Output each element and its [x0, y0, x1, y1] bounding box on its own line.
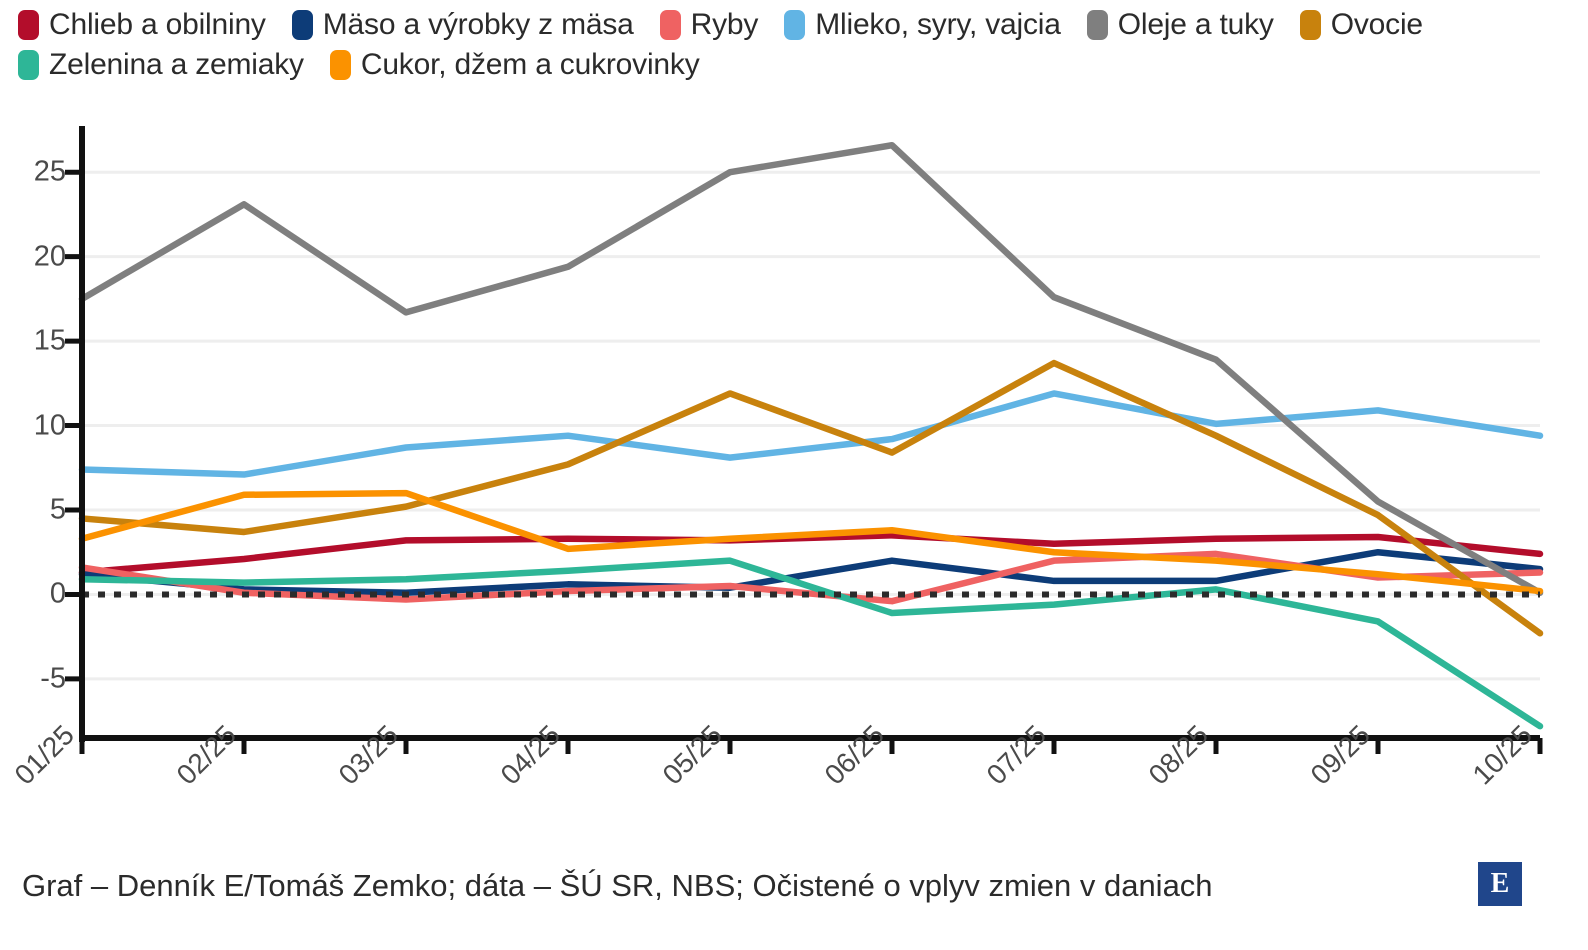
y-tick-label: 5 [49, 493, 66, 526]
x-tick-label: 08/25 [1142, 719, 1215, 791]
series-line-7[interactable] [78, 489, 1544, 595]
series-line-5[interactable] [78, 359, 1544, 637]
legend-swatch-icon [1299, 10, 1321, 40]
legend-item-7[interactable]: Cukor, džem a cukrovinky [329, 48, 700, 82]
x-tick-label: 06/25 [818, 719, 891, 791]
source-caption: Graf – Denník E/Tomáš Zemko; dáta – ŠÚ S… [22, 868, 1213, 903]
x-tick-label: 02/25 [170, 719, 243, 791]
legend-swatch-icon [659, 10, 681, 40]
legend-swatch-icon [329, 50, 351, 80]
legend-swatch-icon [1086, 10, 1108, 40]
y-tick-label: -5 [40, 662, 66, 695]
legend-swatch-icon [18, 50, 39, 80]
legend-item-label: Ryby [690, 8, 759, 41]
legend-item-1[interactable]: Mäso a výrobky z mäsa [291, 8, 634, 42]
x-tick-label: 09/25 [1304, 719, 1377, 791]
x-axis-labels: 01/25 02/25 03/25 04/25 05/25 06/25 07/25 08/25… [0, 108, 1588, 853]
publisher-logo: E [1478, 862, 1522, 906]
legend-item-label: Mlieko, syry, vajcia [815, 8, 1061, 41]
legend-swatch-icon [784, 10, 806, 40]
x-tick-label: 03/25 [332, 719, 405, 791]
x-tick-label: 07/25 [980, 719, 1053, 791]
legend-item-3[interactable]: Mlieko, syry, vajcia [784, 8, 1061, 42]
series-line-6[interactable] [78, 557, 1544, 730]
legend-item-6[interactable]: Zelenina a zemiaky [18, 48, 304, 82]
y-tick-label: 20 [33, 240, 66, 273]
legend-swatch-icon [18, 10, 39, 40]
x-tick-label: 05/25 [656, 719, 729, 791]
series-line-0[interactable] [78, 532, 1544, 576]
legend-item-label: Chlieb a obilniny [49, 8, 266, 41]
legend-item-0[interactable]: Chlieb a obilniny [18, 8, 266, 42]
y-axis-labels: -5 0 5 10 15 20 25 [0, 108, 70, 853]
x-tick-label: 04/25 [494, 719, 567, 791]
y-tick-label: 15 [33, 324, 66, 357]
series-line-4[interactable] [78, 141, 1544, 597]
series-line-3[interactable] [78, 390, 1544, 478]
y-tick-label: 25 [33, 155, 66, 188]
legend-item-5[interactable]: Ovocie [1299, 8, 1423, 42]
line-chart-svg: 0 [65, 126, 1544, 754]
legend-item-2[interactable]: Ryby [659, 8, 759, 42]
legend-item-label: Mäso a výrobky z mäsa [322, 8, 634, 41]
logo-letter: E [1490, 868, 1510, 899]
x-tick-label: 10/25 [1466, 719, 1539, 791]
legend-swatch-icon [291, 10, 313, 40]
chart-legend: Chlieb a obilniny Mäso a výrobky z mäsa Ry… [18, 8, 1570, 82]
legend-item-label: Ovocie [1330, 8, 1423, 41]
y-tick-label: 10 [33, 409, 66, 442]
legend-item-label: Cukor, džem a cukrovinky [360, 48, 700, 81]
x-tick-label: 01/25 [8, 719, 81, 791]
legend-item-4[interactable]: Oleje a tuky [1086, 8, 1274, 42]
legend-item-label: Zelenina a zemiaky [49, 48, 304, 81]
y-tick-label: 0 [49, 577, 66, 610]
legend-item-label: Oleje a tuky [1117, 8, 1274, 41]
